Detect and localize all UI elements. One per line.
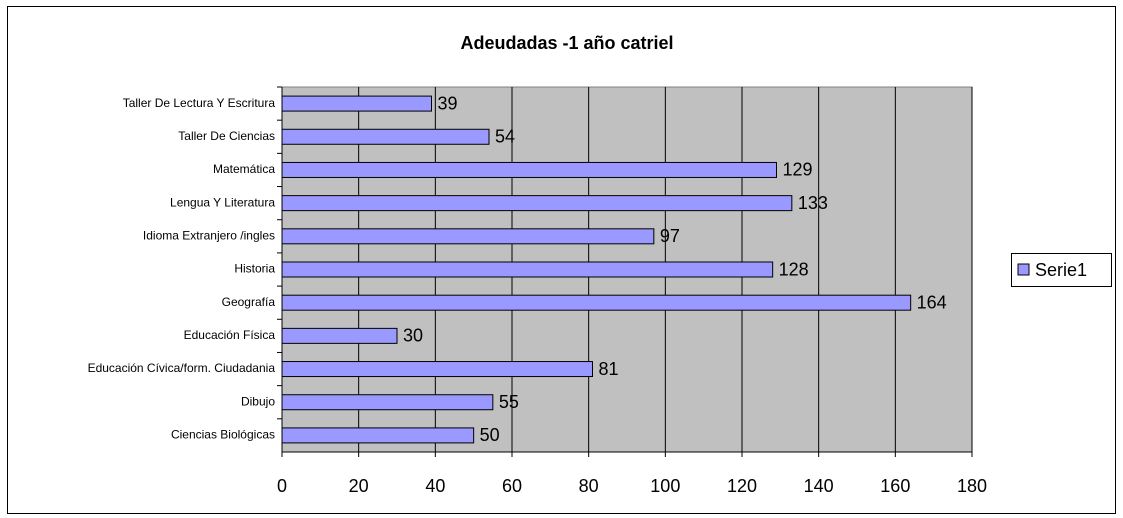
x-tick-label: 160 xyxy=(880,476,910,496)
value-label: 55 xyxy=(499,392,519,412)
y-tick-label: Taller De Lectura Y Escritura xyxy=(123,96,276,110)
y-tick-label: Dibujo xyxy=(241,394,275,408)
legend-marker xyxy=(1017,263,1030,276)
x-tick-label: 60 xyxy=(502,476,522,496)
y-tick-label: Historia xyxy=(234,262,275,276)
y-tick-label: Matemática xyxy=(213,162,275,176)
y-tick-label: Geografía xyxy=(222,295,276,309)
bar xyxy=(281,161,777,178)
value-label: 133 xyxy=(798,193,828,213)
value-label: 39 xyxy=(438,93,458,113)
x-tick-label: 0 xyxy=(277,476,287,496)
bar xyxy=(281,327,398,344)
bar xyxy=(281,228,655,245)
y-tick-label: Taller De Ciencias xyxy=(178,129,275,143)
chart-title: Adeudadas -1 año catriel xyxy=(460,33,673,53)
value-label: 50 xyxy=(480,425,500,445)
value-label: 81 xyxy=(599,359,619,379)
x-tick-label: 80 xyxy=(579,476,599,496)
x-tick-label: 100 xyxy=(650,476,680,496)
y-tick-label: Idioma Extranjero /ingles xyxy=(143,228,275,242)
value-label: 54 xyxy=(495,127,515,147)
value-label: 97 xyxy=(660,226,680,246)
y-tick-label: Educación Física xyxy=(184,328,276,342)
y-tick-label: Educación Cívica/form. Ciudadania xyxy=(88,361,276,375)
value-label: 30 xyxy=(403,326,423,346)
bar xyxy=(281,95,432,112)
x-tick-label: 120 xyxy=(727,476,757,496)
y-tick-label: Ciencias Biológicas xyxy=(171,428,275,442)
bar xyxy=(281,427,475,444)
value-label: 128 xyxy=(779,259,809,279)
value-label: 164 xyxy=(917,292,947,312)
bar xyxy=(281,294,912,311)
bar xyxy=(281,195,793,212)
x-tick-label: 180 xyxy=(957,476,987,496)
value-label: 129 xyxy=(783,160,813,180)
x-tick-label: 140 xyxy=(804,476,834,496)
bar xyxy=(281,394,494,411)
x-tick-label: 40 xyxy=(425,476,445,496)
x-tick-label: 20 xyxy=(349,476,369,496)
y-tick-label: Lengua Y Literatura xyxy=(170,195,275,209)
bar xyxy=(281,361,593,378)
bar xyxy=(281,261,774,278)
legend-label: Serie1 xyxy=(1035,260,1087,280)
bar xyxy=(281,128,490,145)
